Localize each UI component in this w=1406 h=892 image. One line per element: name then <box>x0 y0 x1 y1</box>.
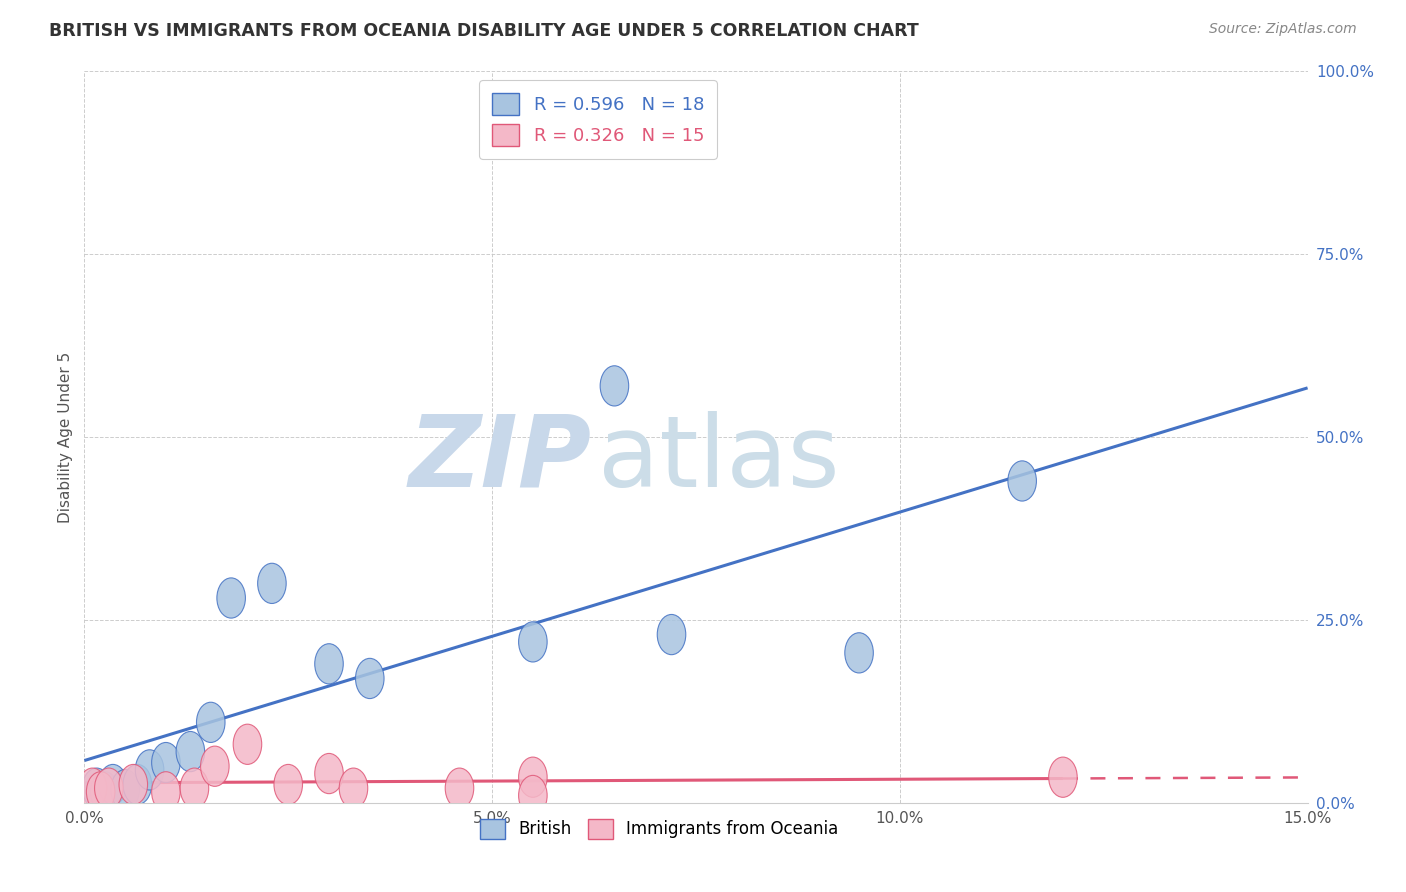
Ellipse shape <box>519 775 547 815</box>
Ellipse shape <box>446 768 474 808</box>
Text: Source: ZipAtlas.com: Source: ZipAtlas.com <box>1209 22 1357 37</box>
Ellipse shape <box>111 770 139 810</box>
Ellipse shape <box>201 746 229 787</box>
Ellipse shape <box>79 768 107 808</box>
Ellipse shape <box>1049 757 1077 797</box>
Ellipse shape <box>845 632 873 673</box>
Ellipse shape <box>152 742 180 782</box>
Ellipse shape <box>519 757 547 797</box>
Ellipse shape <box>315 644 343 684</box>
Text: ZIP: ZIP <box>409 410 592 508</box>
Y-axis label: Disability Age Under 5: Disability Age Under 5 <box>58 351 73 523</box>
Ellipse shape <box>217 578 246 618</box>
Ellipse shape <box>197 702 225 742</box>
Ellipse shape <box>83 768 111 808</box>
Ellipse shape <box>356 658 384 698</box>
Ellipse shape <box>180 768 208 808</box>
Ellipse shape <box>135 750 165 790</box>
Ellipse shape <box>339 768 368 808</box>
Ellipse shape <box>176 731 205 772</box>
Ellipse shape <box>233 724 262 764</box>
Ellipse shape <box>657 615 686 655</box>
Ellipse shape <box>90 772 120 812</box>
Ellipse shape <box>152 772 180 812</box>
Ellipse shape <box>86 772 115 812</box>
Ellipse shape <box>274 764 302 805</box>
Ellipse shape <box>1008 461 1036 501</box>
Ellipse shape <box>315 754 343 794</box>
Legend: British, Immigrants from Oceania: British, Immigrants from Oceania <box>474 812 845 846</box>
Text: atlas: atlas <box>598 410 839 508</box>
Ellipse shape <box>519 622 547 662</box>
Text: BRITISH VS IMMIGRANTS FROM OCEANIA DISABILITY AGE UNDER 5 CORRELATION CHART: BRITISH VS IMMIGRANTS FROM OCEANIA DISAB… <box>49 22 920 40</box>
Ellipse shape <box>124 764 152 805</box>
Ellipse shape <box>120 764 148 805</box>
Ellipse shape <box>257 563 287 604</box>
Ellipse shape <box>600 366 628 406</box>
Ellipse shape <box>94 768 124 808</box>
Ellipse shape <box>98 764 127 805</box>
